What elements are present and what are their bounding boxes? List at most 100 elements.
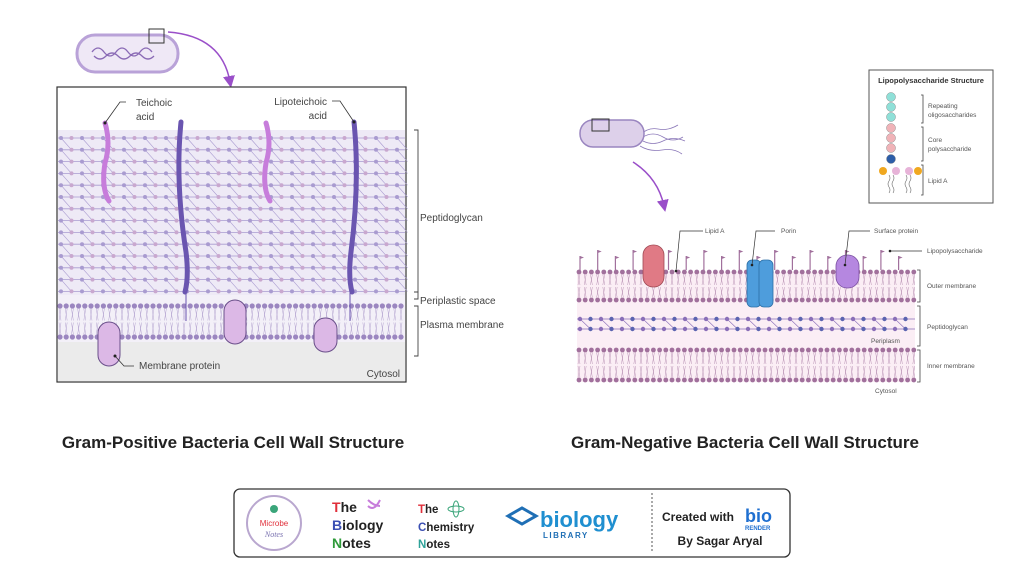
core-label: Core <box>928 137 942 144</box>
lipid-head <box>799 347 805 353</box>
lipid-head <box>144 303 150 309</box>
lipid-head <box>806 377 811 383</box>
sugar-unit <box>258 218 263 223</box>
lipid-head <box>392 334 398 340</box>
sugar-unit <box>132 230 137 235</box>
lps-box-title: Lipopolysaccharide Structure <box>878 76 984 85</box>
sugar-unit <box>808 326 814 332</box>
sugar-unit <box>829 326 835 332</box>
lipid-head <box>837 347 842 353</box>
lipid-head <box>576 297 582 303</box>
the-chemistry-notes-logo: The Chemistry Notes <box>418 500 475 551</box>
sugar-unit <box>279 230 284 235</box>
peptide-crosslink <box>375 149 387 162</box>
sugar-unit <box>237 206 242 211</box>
lipid-head <box>843 297 848 303</box>
svg-text:Chemistry: Chemistry <box>418 522 475 534</box>
peptide-crosslink <box>144 185 156 198</box>
lipid-tail <box>726 274 730 298</box>
peptide-crosslink <box>81 244 93 257</box>
peptide-crosslink <box>144 232 156 245</box>
lps-flag <box>810 250 815 253</box>
lipid-head <box>601 347 607 353</box>
peptide-crosslink <box>249 267 261 280</box>
lipid-head <box>187 303 193 309</box>
periplasm-label: Periplasm <box>871 338 900 345</box>
lipid-head <box>193 303 199 309</box>
sugar-unit <box>300 159 305 164</box>
peptide-crosslink <box>228 161 240 174</box>
lipid-head <box>874 347 879 353</box>
lipid-head <box>824 297 830 303</box>
lipid-head <box>336 334 342 340</box>
sugar-unit <box>300 195 305 199</box>
sugar-unit <box>321 206 326 211</box>
lipid-tail <box>689 352 692 378</box>
peptide-crosslink <box>165 232 177 245</box>
lipid-tail <box>621 274 624 298</box>
sugar-unit <box>90 206 95 211</box>
sugar-unit <box>216 159 221 164</box>
peptide-crosslink <box>375 232 387 245</box>
peptide-crosslink <box>312 173 324 186</box>
lipid-head <box>899 377 904 383</box>
lipid-tail <box>695 274 699 298</box>
peptide-crosslink <box>123 220 135 233</box>
sugar-unit <box>724 326 730 332</box>
lipid-head <box>737 269 743 275</box>
sugar-unit <box>132 289 137 294</box>
lipid-tail <box>844 352 847 378</box>
sugar-unit <box>90 265 95 270</box>
peptide-crosslink <box>312 149 324 162</box>
lps-flag <box>880 250 885 253</box>
peptide-crosslink <box>81 149 93 162</box>
sugar-unit <box>630 316 635 322</box>
lipid-head <box>725 297 731 303</box>
lipid-head <box>651 347 656 353</box>
sugar-unit <box>279 136 284 140</box>
lipid-tail <box>856 352 860 378</box>
sugar-unit <box>132 218 137 223</box>
peptide-crosslink <box>312 279 324 292</box>
lipid-head <box>218 303 224 309</box>
peptide-crosslink <box>291 220 303 233</box>
lipid-head <box>324 303 330 309</box>
peptide-crosslink <box>102 232 114 245</box>
sugar-unit <box>216 265 221 270</box>
lipid-head <box>892 377 898 383</box>
peptide-crosslink <box>60 255 72 268</box>
sugar-unit <box>132 183 137 188</box>
sugar-unit <box>714 316 719 322</box>
lipid-head <box>700 347 706 353</box>
lipid-head <box>595 297 600 303</box>
sugar-unit <box>111 171 116 176</box>
lipid-head <box>392 303 398 309</box>
sugar-unit <box>90 159 95 164</box>
lipid-tail <box>695 352 699 378</box>
lipid-head <box>162 334 168 340</box>
membrane-protein <box>313 317 338 353</box>
peptide-crosslink <box>60 279 72 292</box>
lipid-head <box>793 377 799 383</box>
lipid-head <box>76 303 82 309</box>
lipid-tail <box>250 308 254 335</box>
lps-flag <box>633 250 638 253</box>
lipid-tail <box>714 274 717 298</box>
lipid-head <box>886 269 892 275</box>
lipid-head <box>187 334 193 340</box>
fatty-acid-tail <box>908 174 912 194</box>
lipid-head <box>218 334 224 340</box>
lipid-head <box>249 303 255 309</box>
lipid-tail <box>64 308 68 335</box>
lipid-head <box>317 303 323 309</box>
lipid-head <box>626 377 631 383</box>
lipid-tail <box>645 352 649 378</box>
peptide-crosslink <box>312 137 324 150</box>
peptide-crosslink <box>312 220 324 233</box>
lipid-head <box>638 297 644 303</box>
lipid-tail <box>627 274 630 298</box>
lipid-head <box>713 377 718 383</box>
peptide-crosslink <box>312 267 324 280</box>
peptide-crosslink <box>726 318 738 330</box>
lipid-tail <box>269 308 273 335</box>
